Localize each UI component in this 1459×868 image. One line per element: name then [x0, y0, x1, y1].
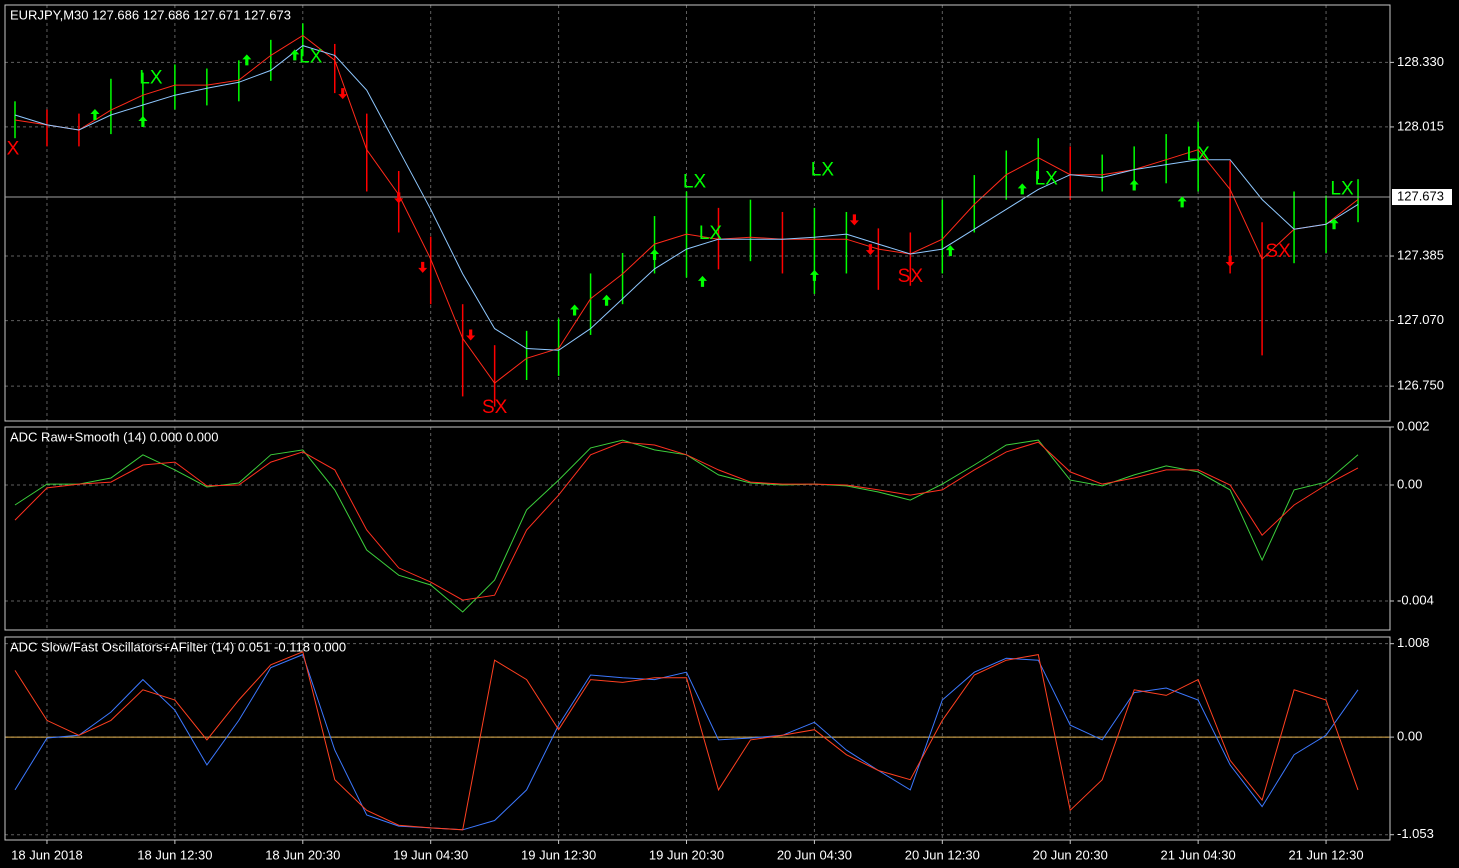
- sell-arrow: [849, 214, 859, 226]
- y-tick-label: -0.004: [1397, 592, 1434, 607]
- y-tick-label: 1.008: [1397, 635, 1430, 650]
- buy-arrow: [809, 269, 819, 281]
- panel-frame: [4, 4, 1391, 422]
- x-tick-label: 18 Jun 20:30: [265, 847, 340, 862]
- buy-arrow: [90, 109, 100, 121]
- signal-label: LX: [299, 46, 323, 67]
- buy-arrow: [138, 116, 148, 128]
- last-price-box: [1392, 189, 1452, 206]
- series-line: [14, 441, 1359, 601]
- series-line: [14, 653, 1359, 831]
- sell-arrow: [418, 261, 428, 273]
- x-tick-label: 18 Jun 12:30: [137, 847, 212, 862]
- panel-title: ADC Raw+Smooth (14) 0.000 0.000: [10, 429, 218, 444]
- x-tick-label: 18 Jun 2018: [11, 847, 83, 862]
- panel-frame: [4, 426, 1391, 631]
- signal-label: LX: [139, 67, 163, 88]
- sell-arrow: [865, 244, 875, 256]
- signal-label: SX: [1265, 241, 1291, 262]
- buy-arrow: [242, 54, 252, 66]
- last-price-label: 127.673: [1397, 188, 1444, 203]
- buy-arrow: [697, 275, 707, 287]
- buy-arrow: [570, 304, 580, 316]
- x-tick-label: 20 Jun 12:30: [905, 847, 980, 862]
- buy-arrow: [650, 249, 660, 261]
- y-tick-label: -1.053: [1397, 826, 1434, 841]
- buy-arrow: [602, 294, 612, 306]
- sell-arrow: [1225, 255, 1235, 267]
- x-tick-label: 20 Jun 20:30: [1033, 847, 1108, 862]
- signal-label: X: [7, 139, 20, 160]
- x-tick-label: 19 Jun 12:30: [521, 847, 596, 862]
- buy-arrow: [945, 245, 955, 257]
- signal-label: LX: [811, 160, 835, 181]
- buy-arrow: [1017, 183, 1027, 195]
- signal-label: LX: [1187, 144, 1211, 165]
- y-tick-label: 128.330: [1397, 54, 1444, 69]
- signal-label: SX: [898, 266, 924, 287]
- x-tick-label: 19 Jun 20:30: [649, 847, 724, 862]
- buy-arrow: [1177, 196, 1187, 208]
- signal-label: LX: [699, 223, 723, 244]
- x-tick-label: 20 Jun 04:30: [777, 847, 852, 862]
- panel-frame: [4, 636, 1391, 841]
- series-line: [14, 651, 1359, 831]
- x-tick-label: 21 Jun 12:30: [1288, 847, 1363, 862]
- series-line: [14, 45, 1359, 351]
- y-tick-label: 127.070: [1397, 312, 1444, 327]
- sell-arrow: [338, 88, 348, 100]
- sell-arrow: [466, 329, 476, 341]
- panel-title: ADC Slow/Fast Oscillators+AFilter (14) 0…: [10, 639, 346, 654]
- signal-label: LX: [1330, 178, 1354, 199]
- sell-arrow: [394, 192, 404, 204]
- y-tick-label: 127.385: [1397, 247, 1444, 262]
- y-tick-label: 0.00: [1397, 729, 1422, 744]
- y-tick-label: 128.015: [1397, 118, 1444, 133]
- x-tick-label: 21 Jun 04:30: [1161, 847, 1236, 862]
- buy-arrow: [1129, 179, 1139, 191]
- buy-arrow: [290, 49, 300, 61]
- y-tick-label: 0.00: [1397, 476, 1422, 491]
- y-tick-label: 126.750: [1397, 378, 1444, 393]
- panel-title: EURJPY,M30 127.686 127.686 127.671 127.6…: [10, 7, 291, 22]
- y-tick-label: 0.002: [1397, 418, 1430, 433]
- x-tick-label: 19 Jun 04:30: [393, 847, 468, 862]
- buy-arrow: [1329, 218, 1339, 230]
- signal-label: LX: [683, 171, 707, 192]
- signal-label: SX: [482, 397, 508, 418]
- signal-label: LX: [1035, 169, 1059, 190]
